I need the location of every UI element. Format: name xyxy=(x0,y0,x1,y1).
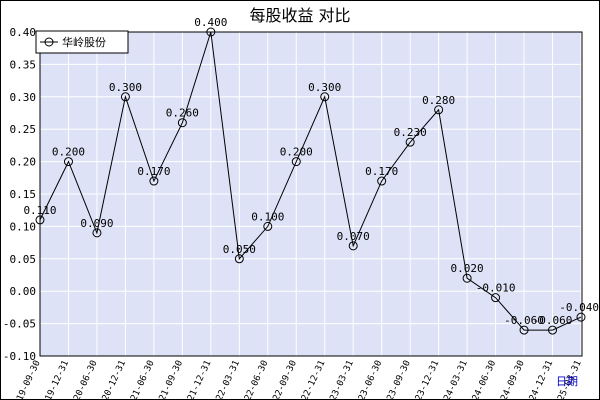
x-tick-label: 2022-12-31 xyxy=(295,359,327,400)
y-tick-label: 0.25 xyxy=(10,123,37,136)
x-tick-label: 2021-09-30 xyxy=(153,359,185,400)
y-tick-label: 0.35 xyxy=(10,58,37,71)
x-tick-label: 2020-06-30 xyxy=(68,359,100,400)
data-point xyxy=(348,241,358,251)
x-tick-label: 2021-06-30 xyxy=(125,359,157,400)
y-tick-label: -0.05 xyxy=(3,318,36,331)
y-tick-label: 0.20 xyxy=(10,156,37,169)
legend-box xyxy=(35,30,129,54)
data-label: 0.230 xyxy=(394,126,427,139)
data-label: 0.280 xyxy=(422,94,455,107)
x-tick-label: 2023-09-30 xyxy=(381,359,413,400)
y-tick-label: -0.10 xyxy=(3,350,36,363)
data-label: 0.200 xyxy=(280,146,313,159)
data-point xyxy=(491,293,501,303)
x-tick-label: 2024-12-31 xyxy=(523,359,555,400)
y-tick-label: 0.15 xyxy=(10,188,37,201)
x-tick-label: 2024-03-31 xyxy=(438,359,470,400)
data-label: 0.200 xyxy=(52,146,85,159)
x-tick-label: 2021-12-31 xyxy=(182,359,214,400)
x-axis-label: 日期 xyxy=(556,375,578,388)
data-point xyxy=(405,137,415,147)
y-tick-label: 0.40 xyxy=(10,26,37,39)
series-line xyxy=(39,31,582,331)
data-label: 0.110 xyxy=(23,204,56,217)
data-label: 0.300 xyxy=(308,81,341,94)
y-tick-label: 0.05 xyxy=(10,253,37,266)
data-point xyxy=(320,92,330,102)
data-point xyxy=(576,312,586,322)
data-point xyxy=(149,176,159,186)
data-label: 0.300 xyxy=(109,81,142,94)
legend-marker xyxy=(44,37,54,47)
y-tick-label: 0.30 xyxy=(10,91,37,104)
data-point xyxy=(462,273,472,283)
x-tick-label: 2022-03-31 xyxy=(210,359,242,400)
data-point xyxy=(92,228,102,238)
data-point xyxy=(177,118,187,128)
data-label: 0.050 xyxy=(223,243,256,256)
data-label: 0.090 xyxy=(80,217,113,230)
data-label: 0.170 xyxy=(365,165,398,178)
legend: 华岭股份 xyxy=(35,30,129,54)
x-tick-label: 2023-06-30 xyxy=(352,359,384,400)
data-label: 0.070 xyxy=(337,230,370,243)
x-tick-label: 2020-12-31 xyxy=(96,359,128,400)
data-label: 0.170 xyxy=(137,165,170,178)
x-tick-label: 2019-12-31 xyxy=(39,359,71,400)
x-tick-label: 2023-03-31 xyxy=(324,359,356,400)
x-tick-label: 2022-09-30 xyxy=(267,359,299,400)
x-tick-label: 2019-09-30 xyxy=(11,359,43,400)
data-point xyxy=(434,105,444,115)
data-point xyxy=(291,157,301,167)
data-label: -0.010 xyxy=(476,282,516,295)
series-group: 0.110 0.200 0.090 0.300 0.170 0.260 0.400 0.050… xyxy=(23,16,599,335)
x-axis: 2019-09-302019-12-312020-06-302020-12-31… xyxy=(11,359,584,400)
data-point xyxy=(206,27,216,37)
data-point xyxy=(377,176,387,186)
x-tick-label: 2023-12-31 xyxy=(409,359,441,400)
data-point xyxy=(35,215,45,225)
x-tick-label: 2024-09-30 xyxy=(495,359,527,400)
data-label: -0.060 xyxy=(504,314,544,327)
chart-title: 每股收益 对比 xyxy=(249,6,350,25)
data-point xyxy=(120,92,130,102)
data-label: 0.100 xyxy=(251,210,284,223)
legend-label: 华岭股份 xyxy=(62,35,106,49)
data-label: -0.040 xyxy=(559,301,599,314)
data-label: 0.260 xyxy=(166,107,199,120)
data-point xyxy=(263,221,273,231)
data-point xyxy=(519,325,529,335)
data-point xyxy=(63,157,73,167)
y-tick-label: 0.00 xyxy=(10,285,37,298)
data-point xyxy=(234,254,244,264)
data-label: -0.060 xyxy=(533,314,573,327)
data-point xyxy=(548,325,558,335)
data-label: 0.020 xyxy=(451,262,484,275)
x-tick-label: 2024-06-30 xyxy=(466,359,498,400)
x-tick-label: 2022-06-30 xyxy=(239,359,271,400)
plot-border xyxy=(39,31,583,357)
y-tick-label: 0.10 xyxy=(10,220,37,233)
data-label: 0.400 xyxy=(194,16,227,29)
y-axis: 0.40 0.35 0.30 0.25 0.20 0.15 0.10 0.05 0.00 -0.0… xyxy=(3,26,36,363)
